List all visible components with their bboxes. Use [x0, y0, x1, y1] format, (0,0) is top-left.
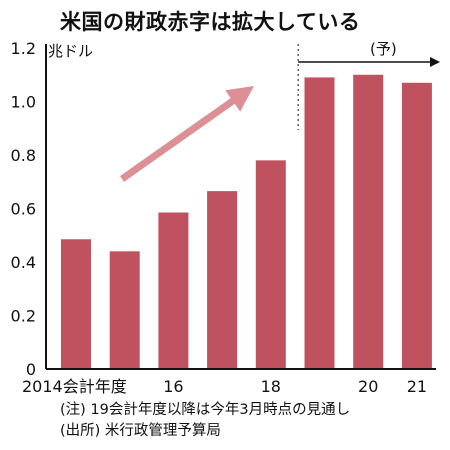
bar: [304, 77, 335, 370]
bars: [61, 74, 432, 370]
notes: (注) 19会計年度以降は今年3月時点の見通し (出所) 米行政管理予算局: [60, 400, 350, 442]
y-axis-unit-label: 兆ドル: [48, 42, 94, 60]
bar: [207, 191, 238, 369]
x-tick-label: 20: [358, 377, 378, 396]
chart-title: 米国の財政赤字は拡大している: [60, 10, 361, 34]
bar: [255, 160, 286, 369]
y-tick-label: 0.6: [11, 200, 36, 219]
y-tick-label: 0.2: [11, 307, 36, 326]
y-axis-ticks: 0 0.2 0.4 0.6 0.8 1.0 1.2: [11, 39, 36, 379]
x-tick-label: 21: [407, 377, 427, 396]
bar: [109, 251, 140, 369]
trend-arrow-icon: [120, 86, 254, 182]
bar: [61, 239, 91, 369]
note-forecast: (注) 19会計年度以降は今年3月時点の見通し: [60, 402, 351, 418]
y-tick-label: 0.8: [11, 146, 36, 165]
y-tick-label: 0.4: [11, 253, 36, 272]
bar: [353, 74, 384, 369]
note-source: (出所) 米行政管理予算局: [60, 423, 221, 439]
x-axis-ticks: 2014会計年度 16 18 20 21: [22, 377, 427, 396]
y-tick-label: 0: [26, 360, 36, 379]
x-tick-label: 2014会計年度: [22, 377, 127, 396]
x-tick-label: 16: [163, 377, 183, 396]
bar: [158, 212, 189, 369]
bar: [401, 82, 432, 370]
forecast-label: (予): [370, 40, 397, 58]
y-tick-label: 1.2: [11, 39, 36, 58]
y-tick-label: 1.0: [11, 93, 36, 112]
x-tick-label: 18: [261, 377, 281, 396]
